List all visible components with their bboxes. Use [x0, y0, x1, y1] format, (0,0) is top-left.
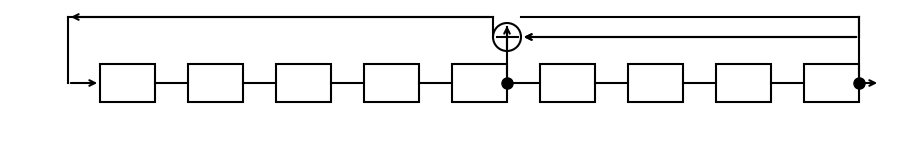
- Bar: [364, 64, 419, 102]
- Bar: [716, 64, 771, 102]
- Bar: [804, 64, 859, 102]
- Bar: [188, 64, 243, 102]
- Bar: [452, 64, 507, 102]
- Bar: [100, 64, 155, 102]
- Bar: [628, 64, 683, 102]
- Bar: [276, 64, 331, 102]
- Bar: [540, 64, 595, 102]
